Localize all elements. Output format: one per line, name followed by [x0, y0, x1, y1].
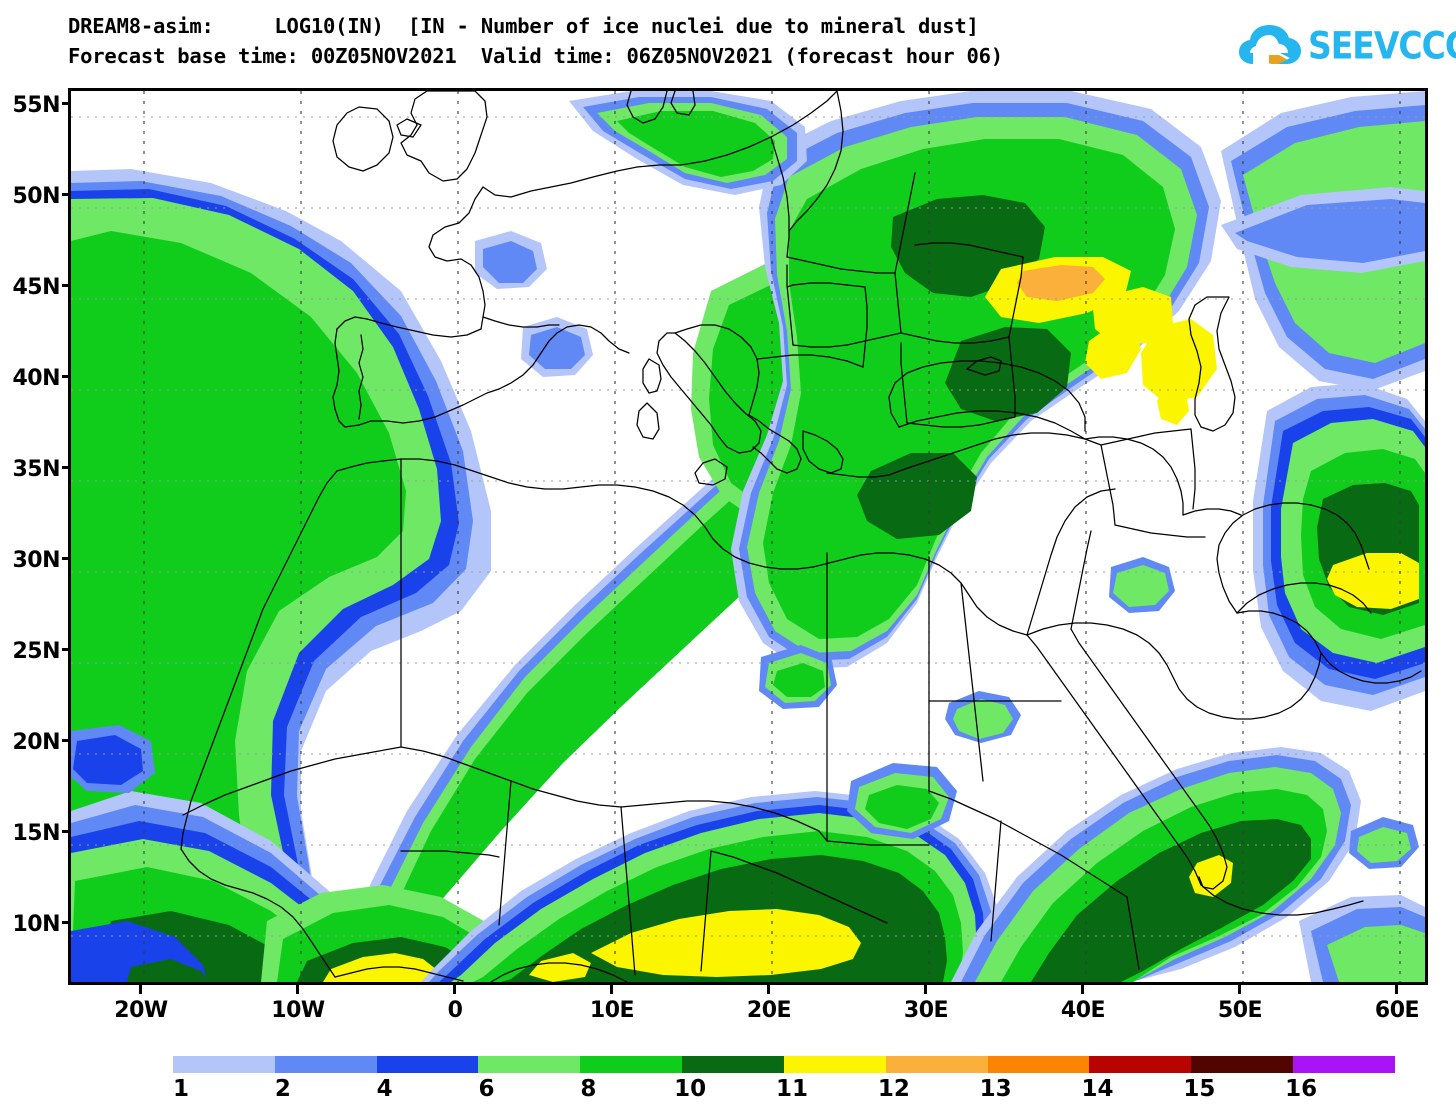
y-tick-mark: [62, 921, 70, 924]
x-tick-mark: [453, 985, 456, 994]
forecast-contour-map: [71, 91, 1425, 982]
x-tick-mark: [610, 985, 613, 994]
colorbar-swatch: [1089, 1056, 1192, 1073]
y-tick-label: 20N: [12, 730, 60, 755]
x-tick-label: 50E: [1217, 998, 1263, 1023]
colorbar-tick-label: 2: [274, 1076, 291, 1102]
map-plot-area[interactable]: [68, 88, 1428, 985]
x-tick-label: 60E: [1374, 998, 1420, 1023]
colorbar-tick-label: 4: [376, 1076, 393, 1102]
colorbar-tick-label: 16: [1285, 1076, 1318, 1102]
colorbar-swatch: [173, 1056, 275, 1073]
y-tick-mark: [62, 830, 70, 833]
x-tick-label: 0: [447, 998, 463, 1023]
y-tick-mark: [62, 102, 70, 105]
colorbar-swatch: [987, 1056, 1090, 1073]
graticule: [71, 116, 1425, 937]
y-tick-mark: [62, 375, 70, 378]
y-tick-label: 25N: [12, 639, 60, 664]
x-tick-mark: [767, 985, 770, 994]
y-tick-label: 15N: [12, 821, 60, 846]
y-tick-mark: [62, 466, 70, 469]
colorbar-swatch: [1191, 1056, 1294, 1073]
y-tick-label: 55N: [12, 93, 60, 118]
y-tick-label: 50N: [12, 184, 60, 209]
seevccc-logo[interactable]: SEEVCCC: [1238, 20, 1456, 72]
header-title-line: DREAM8-asim: LOG10(IN) [IN - Number of i…: [68, 14, 979, 38]
x-tick-label: 10E: [589, 998, 635, 1023]
colorbar-swatch: [274, 1056, 377, 1073]
x-tick-mark: [1238, 985, 1241, 994]
colorbar[interactable]: [173, 1056, 1395, 1073]
y-tick-label: 10N: [12, 912, 60, 937]
colorbar-tick-label: 6: [478, 1076, 495, 1102]
y-tick-label: 45N: [12, 275, 60, 300]
y-tick-mark: [62, 739, 70, 742]
colorbar-tick-label: 14: [1081, 1076, 1114, 1102]
y-tick-label: 40N: [12, 366, 60, 391]
colorbar-swatch: [1293, 1056, 1395, 1073]
coastlines: [180, 91, 1422, 982]
x-tick-mark: [1395, 985, 1398, 994]
y-tick-label: 30N: [12, 548, 60, 573]
x-tick-label: 30E: [903, 998, 949, 1023]
y-tick-mark: [62, 284, 70, 287]
colorbar-tick-label: 1: [172, 1076, 189, 1102]
colorbar-tick-label: 15: [1183, 1076, 1216, 1102]
y-tick-mark: [62, 193, 70, 196]
header: DREAM8-asim: LOG10(IN) [IN - Number of i…: [0, 0, 1456, 88]
y-tick-label: 35N: [12, 457, 60, 482]
colorbar-swatch: [682, 1056, 784, 1073]
logo-text: SEEVCCC: [1308, 24, 1456, 68]
x-tick-label: 10W: [271, 998, 325, 1023]
colorbar-swatch: [478, 1056, 581, 1073]
colorbar-tick-label: 11: [775, 1076, 808, 1102]
colorbar-tick-label: 12: [877, 1076, 910, 1102]
colorbar-swatch: [376, 1056, 479, 1073]
y-tick-mark: [62, 557, 70, 560]
x-tick-mark: [924, 985, 927, 994]
y-tick-mark: [62, 648, 70, 651]
colorbar-swatch: [580, 1056, 683, 1073]
x-tick-label: 40E: [1060, 998, 1106, 1023]
x-tick-label: 20W: [114, 998, 168, 1023]
colorbar-tick-label: 8: [580, 1076, 597, 1102]
colorbar-labels: 1 2 4 6 8 10 11 12 13 14 15 16: [0, 1076, 1456, 1106]
colorbar-swatch: [783, 1056, 886, 1073]
x-tick-mark: [139, 985, 142, 994]
colorbar-tick-label: 13: [979, 1076, 1012, 1102]
contour-fills: [71, 91, 1425, 982]
colorbar-swatch: [885, 1056, 988, 1073]
header-time-line: Forecast base time: 00Z05NOV2021 Valid t…: [68, 44, 1003, 68]
colorbar-tick-label: 10: [674, 1076, 707, 1102]
x-tick-mark: [1081, 985, 1084, 994]
graticule-meridians: [143, 91, 1401, 982]
cloud-icon: [1239, 25, 1301, 64]
x-tick-label: 20E: [746, 998, 792, 1023]
x-tick-mark: [296, 985, 299, 994]
